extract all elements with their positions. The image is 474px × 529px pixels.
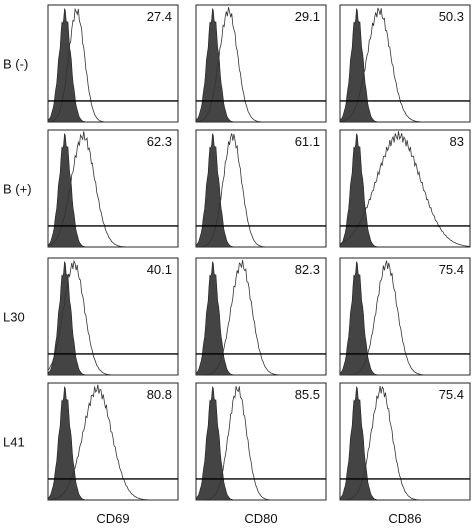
control-histogram <box>339 8 392 123</box>
stained-histogram <box>47 7 178 123</box>
stained-histogram <box>195 7 326 123</box>
panel-frame <box>195 382 327 501</box>
percent-label: 61.1 <box>295 134 320 149</box>
stained-histogram <box>195 133 326 248</box>
stained-histogram <box>47 384 178 501</box>
column-label: CD69 <box>96 511 129 526</box>
control-histogram <box>195 386 248 501</box>
percent-label: 27.4 <box>147 9 172 24</box>
percent-label: 50.3 <box>439 9 464 24</box>
stained-histogram <box>47 259 178 376</box>
stained-histogram <box>339 260 470 376</box>
stained-histogram <box>47 131 178 248</box>
percent-label: 40.1 <box>147 262 172 277</box>
control-histogram <box>47 261 100 376</box>
panel-frame <box>339 382 471 501</box>
control-histogram <box>47 133 100 248</box>
percent-label: 80.8 <box>147 387 172 402</box>
percent-label: 75.4 <box>439 387 464 402</box>
panel-frame <box>195 129 327 248</box>
percent-label: 85.5 <box>295 387 320 402</box>
stained-histogram <box>339 385 470 501</box>
row-label: B (-) <box>3 57 28 72</box>
stained-histogram <box>339 7 470 123</box>
percent-label: 83 <box>450 134 464 149</box>
column-label: CD86 <box>388 511 421 526</box>
control-histogram <box>47 386 100 501</box>
stained-histogram <box>195 386 326 501</box>
row-label: L30 <box>3 310 25 325</box>
column-label: CD80 <box>244 511 277 526</box>
panel-frame <box>195 257 327 376</box>
control-histogram <box>195 133 248 248</box>
panel-frame <box>339 129 471 248</box>
control-histogram <box>339 133 392 248</box>
row-label: B (+) <box>3 182 32 197</box>
percent-label: 62.3 <box>147 134 172 149</box>
stained-histogram <box>339 131 471 247</box>
percent-label: 29.1 <box>295 9 320 24</box>
control-histogram <box>339 261 392 376</box>
percent-label: 82.3 <box>295 262 320 277</box>
control-histogram <box>339 386 392 501</box>
panel-frame <box>47 382 179 501</box>
control-histogram <box>47 8 100 123</box>
control-histogram <box>195 8 248 123</box>
panel-frame <box>339 257 471 376</box>
panel-frame <box>47 129 179 248</box>
panel-frame <box>339 4 471 123</box>
row-label: L41 <box>3 435 25 450</box>
percent-label: 75.4 <box>439 262 464 277</box>
stained-histogram <box>195 259 326 376</box>
control-histogram <box>195 261 248 376</box>
